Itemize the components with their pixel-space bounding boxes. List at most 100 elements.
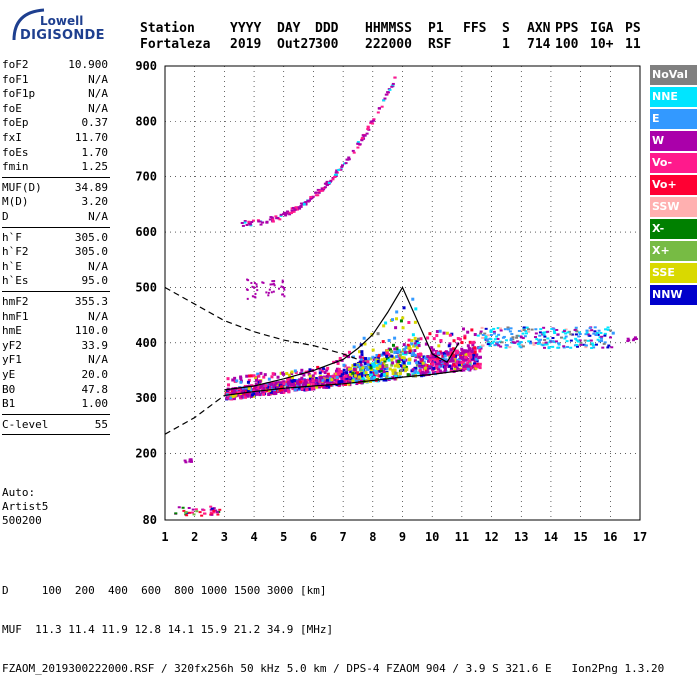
spread-f-echo (380, 353, 384, 357)
spread-f-echo (282, 380, 286, 384)
spread-f-echo (404, 365, 408, 369)
x-tick-label: 4 (250, 530, 257, 544)
spread-f-echo (413, 359, 417, 363)
spread-f-echo (239, 375, 243, 379)
spread-f-echo (430, 349, 434, 353)
spread-f-echo (465, 349, 469, 353)
spread-f-echo (342, 368, 346, 372)
spread-f-echo (431, 371, 435, 375)
hf-spread-echo (584, 344, 588, 347)
spread-f-echo (405, 367, 409, 371)
spread-f-echo (376, 332, 380, 336)
spread-f-echo (449, 365, 453, 369)
hf-spread-echo (550, 327, 554, 330)
es-echo (214, 509, 218, 512)
multiple-hop-echo (304, 202, 308, 205)
x-tick-label: 16 (603, 530, 617, 544)
multiple-hop-echo (358, 143, 362, 146)
legend-w: W (650, 131, 697, 151)
param-value: N/A (88, 210, 108, 223)
param-label: foF1p (2, 87, 36, 101)
spread-f-echo (413, 353, 417, 357)
spread-f-echo (314, 377, 318, 381)
hf-spread-echo (575, 343, 579, 346)
spread-f-echo (281, 371, 285, 375)
multiple-hop-echo (345, 158, 349, 161)
hf-spread-echo (563, 337, 567, 340)
spread-f-echo (379, 361, 383, 365)
multiple-hop-echo (366, 126, 370, 129)
spread-f-echo (254, 384, 258, 388)
hf-spread-echo (590, 342, 594, 345)
es-echo (198, 511, 202, 514)
spread-f-echo (247, 387, 251, 391)
spread-f-echo (393, 364, 397, 368)
spread-f-echo (226, 390, 230, 394)
digisonde-logo: Lowell DIGISONDE (4, 6, 124, 52)
hf-spread-echo (546, 330, 550, 333)
spread-f-echo (265, 382, 269, 386)
multiple-hop-echo (290, 209, 294, 212)
hf-spread-echo (529, 342, 533, 345)
spread-f-echo (410, 339, 414, 343)
header-row2-cell-9: 100 (555, 37, 579, 52)
hf-spread-echo (606, 326, 610, 329)
spread-f-echo (440, 351, 444, 355)
param-foes: foEs 1.70 (2, 146, 108, 160)
hf-spread-echo (492, 327, 496, 330)
spread-f-echo (270, 375, 274, 379)
spread-f-echo (367, 357, 371, 361)
lower-dashed-line (164, 394, 225, 435)
spread-f-echo (259, 371, 263, 375)
spread-f-echo (395, 355, 399, 359)
spread-f-echo (334, 372, 338, 376)
hf-spread-echo (493, 344, 497, 347)
param-value: N/A (88, 353, 108, 367)
spread-f-echo (338, 383, 342, 387)
spread-f-echo (414, 307, 418, 311)
y-tick-label: 500 (135, 280, 157, 294)
es-echo (209, 505, 213, 508)
x-tick-label: 15 (573, 530, 587, 544)
spread-f-echo (471, 356, 475, 360)
param-label: foEp (2, 116, 29, 130)
spread-f-echo (270, 390, 274, 394)
param-value: 95.0 (81, 274, 109, 288)
multiple-hop-echo (287, 211, 291, 214)
spread-f-echo (403, 350, 407, 354)
hf-spread-echo (564, 332, 568, 335)
hf-spread-echo (543, 338, 547, 341)
hf-spread-echo (545, 343, 549, 346)
hf-spread-echo (596, 338, 600, 341)
spread-f-echo (256, 379, 260, 383)
header-row2-cell-3: 300 (315, 37, 339, 52)
param-value: 47.8 (81, 382, 109, 396)
spread-f-echo (351, 379, 355, 383)
spread-f-echo (374, 369, 378, 373)
param-label: B1 (2, 397, 16, 411)
hf-spread-echo (542, 326, 546, 329)
hf-spread-echo (600, 335, 604, 338)
spread-f-echo (337, 375, 341, 379)
spread-f-echo (423, 371, 427, 375)
spread-f-echo (408, 351, 412, 355)
spread-f-echo (425, 357, 429, 361)
multiple-hop-echo (268, 218, 272, 221)
hf-spread-echo (493, 338, 497, 341)
spread-f-echo (369, 379, 373, 383)
spread-f-echo (360, 353, 364, 357)
multiple-hop-echo (299, 202, 303, 205)
param-d: D N/A (2, 210, 108, 224)
param-label: h`F2 (2, 245, 29, 259)
spread-f-echo (253, 376, 257, 380)
spread-f-echo (300, 368, 304, 372)
spread-f-echo (252, 374, 256, 378)
hf-spread-echo (477, 346, 481, 349)
hf-spread-echo (495, 335, 499, 338)
auto-line2: Artist5 (2, 500, 49, 513)
spread-f-echo (277, 381, 281, 385)
spread-f-echo (391, 361, 395, 365)
multiple-hop-echo (314, 194, 318, 197)
hf-spread-echo (513, 341, 517, 344)
hf-spread-echo (537, 339, 541, 342)
